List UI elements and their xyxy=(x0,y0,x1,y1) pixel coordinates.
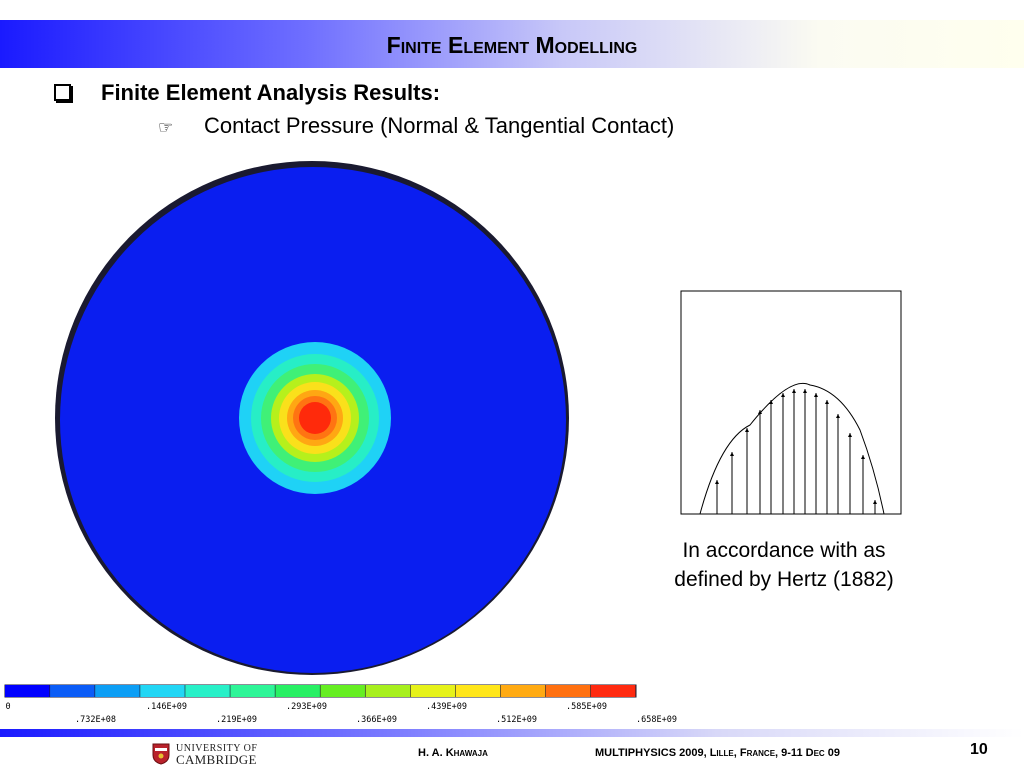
slide-title: Finite Element Modelling xyxy=(386,32,638,58)
legend-color-14 xyxy=(590,685,636,697)
legend-color-blocks xyxy=(4,684,637,698)
legend-color-13 xyxy=(545,685,591,697)
arrowhead-3 xyxy=(745,428,749,432)
cambridge-logo: UNIVERSITY OF CAMBRIDGE xyxy=(152,743,258,767)
contact-pressure-plot xyxy=(55,161,569,675)
legend-label-top-2: .146E+09 xyxy=(146,702,187,712)
bullet-level-2: ☞ Contact Pressure (Normal & Tangential C… xyxy=(158,113,674,139)
legend-color-9 xyxy=(365,685,411,697)
bullet-level-1: Finite Element Analysis Results: xyxy=(54,80,440,106)
logo-line-2: CAMBRIDGE xyxy=(176,752,257,767)
legend-color-3 xyxy=(95,685,140,697)
arrowhead-10 xyxy=(825,400,829,404)
legend-label-top-5: .585E+09 xyxy=(566,702,607,712)
crest-icon xyxy=(152,743,170,765)
arrowhead-2 xyxy=(730,452,734,456)
title-bar xyxy=(0,20,1024,68)
hertz-caption: In accordance with as defined by Hertz (… xyxy=(640,536,928,594)
legend-color-6 xyxy=(230,685,275,697)
legend-color-8 xyxy=(320,685,365,697)
author: H. A. Khawaja xyxy=(418,747,488,759)
pressure-contours xyxy=(239,342,391,494)
conference-info: MULTIPHYSICS 2009, Lille, France, 9-11 D… xyxy=(595,747,840,759)
arrowhead-1 xyxy=(715,480,719,484)
arrowhead-6 xyxy=(781,393,785,397)
checkbox-bullet-icon xyxy=(54,84,71,101)
legend-label-top-3: .293E+09 xyxy=(286,702,327,712)
legend-color-4 xyxy=(140,685,185,697)
legend-label-bottom-5: .658E+09 xyxy=(636,715,677,725)
legend-label-bottom-3: .366E+09 xyxy=(356,715,397,725)
logo-line-1: UNIVERSITY OF xyxy=(176,743,258,754)
caption-line-1: In accordance with as xyxy=(682,539,886,562)
arrowhead-7 xyxy=(792,389,796,393)
arrowhead-5 xyxy=(769,400,773,404)
arrowhead-8 xyxy=(803,389,807,393)
pointing-hand-icon: ☞ xyxy=(158,118,174,137)
legend-label-top-1: 0 xyxy=(5,702,10,712)
legend-color-11 xyxy=(455,685,501,697)
legend-color-10 xyxy=(410,685,456,697)
legend-color-2 xyxy=(50,685,95,697)
legend-color-1 xyxy=(5,685,50,697)
caption-line-2: defined by Hertz (1882) xyxy=(674,568,894,591)
arrowhead-9 xyxy=(814,393,818,397)
page-number: 10 xyxy=(970,741,988,758)
legend-label-bottom-2: .219E+09 xyxy=(216,715,257,725)
arrowhead-14 xyxy=(873,500,877,504)
hertz-distribution-figure xyxy=(680,290,902,515)
arrowhead-12 xyxy=(848,433,852,437)
arrowhead-13 xyxy=(861,455,865,459)
pressure-arrows xyxy=(715,389,877,514)
contour-ring-8 xyxy=(299,402,331,434)
legend-color-12 xyxy=(500,685,546,697)
bullet-1-text: Finite Element Analysis Results: xyxy=(101,80,441,105)
hertz-frame xyxy=(680,290,902,515)
legend-label-bottom-4: .512E+09 xyxy=(496,715,537,725)
arrowhead-4 xyxy=(758,410,762,414)
legend-labels: 0 .146E+09 .293E+09 .439E+09 .585E+09 .732E+0… xyxy=(5,702,677,725)
legend-label-bottom-1: .732E+08 xyxy=(75,715,116,725)
legend-label-top-4: .439E+09 xyxy=(426,702,467,712)
legend-color-7 xyxy=(275,685,320,697)
footer-divider xyxy=(0,729,1024,737)
arrowhead-11 xyxy=(836,414,840,418)
legend-color-5 xyxy=(185,685,230,697)
hertz-parabola xyxy=(699,382,885,515)
contour-legend: 0 .146E+09 .293E+09 .439E+09 .585E+09 .732E+0… xyxy=(4,684,677,725)
bullet-2-text: Contact Pressure (Normal & Tangential Co… xyxy=(204,113,675,138)
